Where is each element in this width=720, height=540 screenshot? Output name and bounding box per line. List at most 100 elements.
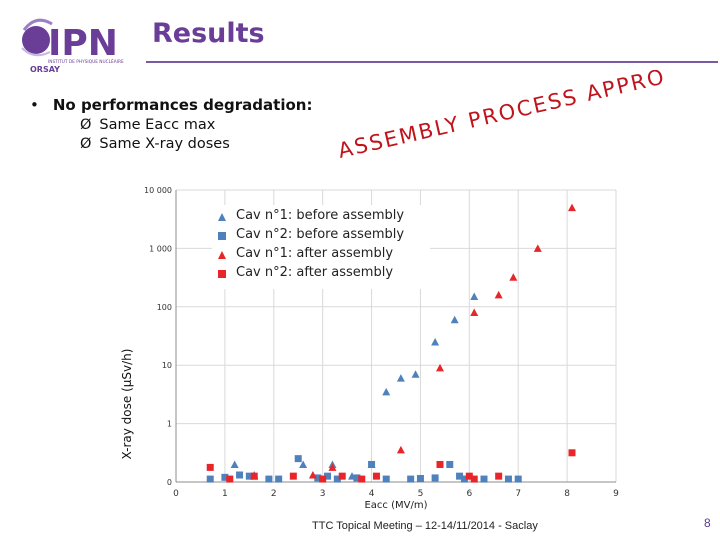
bullet-list: • No performances degradation: Ø Same Eacc… — [30, 96, 312, 152]
data-point-series-0 — [396, 374, 405, 382]
data-point-series-1 — [314, 474, 322, 482]
legend-label: Cav n°2: after assembly — [236, 265, 394, 280]
data-point-series-3 — [358, 475, 366, 483]
data-point-series-1 — [275, 475, 283, 483]
data-point-series-1 — [236, 471, 244, 479]
bullet-main: • No performances degradation: — [30, 96, 312, 114]
data-point-series-1 — [206, 475, 214, 483]
chart-legend: Cav n°1: before assembly Cav n°2: before… — [212, 205, 430, 289]
legend-label: Cav n°1: before assembly — [236, 208, 405, 223]
data-point-series-3 — [436, 460, 444, 468]
approval-annotation: ASSEMBLY PROCESS APPROVED — [336, 70, 666, 163]
footer-text: TTC Topical Meeting – 12-14/11/2014 - Sa… — [312, 520, 538, 532]
data-point-series-1 — [504, 475, 512, 483]
data-point-series-3 — [568, 449, 576, 457]
data-point-series-3 — [495, 472, 503, 480]
data-point-series-1 — [368, 460, 376, 468]
data-point-series-1 — [294, 455, 302, 463]
y-tick-label: 10 — [162, 361, 172, 370]
legend-item: Cav n°2: after assembly — [212, 265, 430, 284]
arrow-bullet-icon: Ø — [80, 117, 92, 133]
data-point-series-1 — [382, 475, 390, 483]
data-point-series-3 — [465, 472, 473, 480]
legend-item: Cav n°2: before assembly — [212, 227, 430, 246]
chart-points — [206, 203, 576, 483]
bullet-sub-2-text: Same X-ray doses — [99, 136, 230, 152]
data-point-series-0 — [230, 460, 239, 468]
approval-text: ASSEMBLY PROCESS APPROVED — [336, 70, 666, 163]
data-point-series-2 — [494, 290, 503, 299]
x-tick-label: 4 — [369, 489, 375, 499]
logo-wordmark: IPN — [48, 23, 118, 64]
x-tick-labels: 0 1 2 3 4 5 6 7 8 9 — [173, 489, 619, 499]
legend-label: Cav n°2: before assembly — [236, 227, 405, 242]
bullet-main-text: No performances degradation: — [52, 96, 313, 114]
ipn-orsay-logo: IPN INSTITUT DE PHYSIQUE NUCLÉAIRE ORSAY — [21, 18, 124, 74]
data-point-series-0 — [431, 337, 440, 346]
legend-label: Cav n°1: after assembly — [236, 246, 394, 261]
legend-item: Cav n°1: after assembly — [212, 246, 430, 265]
data-point-series-3 — [250, 472, 258, 480]
data-point-series-3 — [206, 463, 214, 471]
data-point-series-1 — [446, 460, 454, 468]
data-point-series-0 — [382, 387, 391, 396]
data-point-series-1 — [265, 475, 273, 483]
x-tick-label: 9 — [613, 489, 619, 499]
data-point-series-3 — [470, 475, 478, 483]
x-tick-label: 3 — [320, 489, 326, 499]
data-point-series-3 — [226, 475, 234, 483]
data-point-series-3 — [372, 472, 380, 480]
y-tick-label: 1 000 — [149, 244, 172, 253]
x-axis-label: Eacc (MV/m) — [364, 500, 427, 511]
data-point-series-2 — [533, 244, 542, 252]
data-point-series-1 — [333, 475, 341, 483]
data-point-series-0 — [411, 370, 420, 378]
data-point-series-0 — [470, 292, 479, 301]
legend-triangle-icon — [218, 251, 226, 259]
data-point-series-1 — [407, 475, 415, 483]
legend-triangle-icon — [218, 213, 226, 221]
legend-item: Cav n°1: before assembly — [212, 208, 430, 227]
data-point-series-1 — [514, 475, 522, 483]
data-point-series-1 — [456, 472, 464, 480]
x-tick-label: 2 — [271, 489, 277, 499]
title-divider — [146, 61, 718, 63]
legend-square-icon — [218, 270, 226, 278]
data-point-series-1 — [416, 474, 424, 482]
bullet-sub-1-text: Same Eacc max — [99, 117, 216, 133]
data-point-series-1 — [221, 473, 229, 481]
x-tick-label: 1 — [222, 489, 228, 499]
data-point-series-2 — [509, 273, 518, 281]
y-tick-label: 100 — [157, 303, 172, 312]
y-tick-label: 10 000 — [144, 186, 172, 195]
data-point-series-2 — [436, 363, 444, 372]
y-axis-label: X-ray dose (µSv/h) — [120, 349, 134, 460]
logo-city: ORSAY — [30, 65, 60, 74]
y-tick-labels: 0 1 10 100 1 000 10 000 — [144, 186, 172, 487]
logo-subtext: INSTITUT DE PHYSIQUE NUCLÉAIRE — [48, 57, 124, 65]
data-point-series-1 — [480, 475, 488, 483]
page-number: 8 — [704, 516, 711, 530]
data-point-series-2 — [470, 308, 479, 316]
approval-text-path: ASSEMBLY PROCESS APPROVED — [336, 70, 666, 163]
data-point-series-3 — [289, 472, 297, 480]
bullet-sub-2: Ø Same X-ray doses — [80, 136, 312, 152]
data-point-series-2 — [396, 445, 405, 454]
data-point-series-0 — [299, 460, 308, 468]
data-point-series-3 — [319, 475, 327, 483]
data-point-series-2 — [568, 203, 576, 212]
data-point-series-1 — [245, 472, 253, 480]
x-tick-label: 5 — [418, 489, 424, 499]
y-tick-label: 0 — [167, 478, 172, 487]
legend-square-icon — [218, 232, 226, 240]
data-point-series-0 — [450, 315, 459, 324]
page-title: Results — [152, 18, 265, 49]
data-point-series-1 — [431, 474, 439, 482]
data-point-series-1 — [324, 472, 332, 480]
x-tick-label: 8 — [564, 489, 570, 499]
data-point-series-3 — [338, 472, 346, 480]
arrow-bullet-icon: Ø — [80, 136, 92, 152]
x-tick-label: 7 — [515, 489, 521, 499]
data-point-series-2 — [328, 463, 337, 471]
y-tick-label: 1 — [167, 420, 172, 429]
